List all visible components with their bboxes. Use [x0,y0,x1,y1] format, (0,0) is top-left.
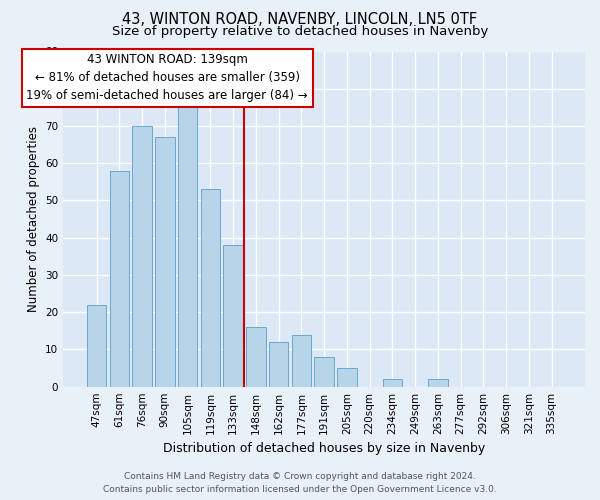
Bar [200,190,220,386]
Bar [383,379,402,386]
Bar [110,170,129,386]
Bar [314,357,334,386]
Bar [155,137,175,386]
Bar [178,108,197,386]
Text: Contains HM Land Registry data © Crown copyright and database right 2024.
Contai: Contains HM Land Registry data © Crown c… [103,472,497,494]
Text: Size of property relative to detached houses in Navenby: Size of property relative to detached ho… [112,25,488,38]
Y-axis label: Number of detached properties: Number of detached properties [26,126,40,312]
Bar [337,368,356,386]
Bar [133,126,152,386]
X-axis label: Distribution of detached houses by size in Navenby: Distribution of detached houses by size … [163,442,485,455]
Bar [246,327,266,386]
Bar [292,334,311,386]
Bar [223,245,243,386]
Bar [428,379,448,386]
Text: 43, WINTON ROAD, NAVENBY, LINCOLN, LN5 0TF: 43, WINTON ROAD, NAVENBY, LINCOLN, LN5 0… [122,12,478,28]
Bar [87,304,106,386]
Text: 43 WINTON ROAD: 139sqm
← 81% of detached houses are smaller (359)
19% of semi-de: 43 WINTON ROAD: 139sqm ← 81% of detached… [26,54,308,102]
Bar [269,342,288,386]
